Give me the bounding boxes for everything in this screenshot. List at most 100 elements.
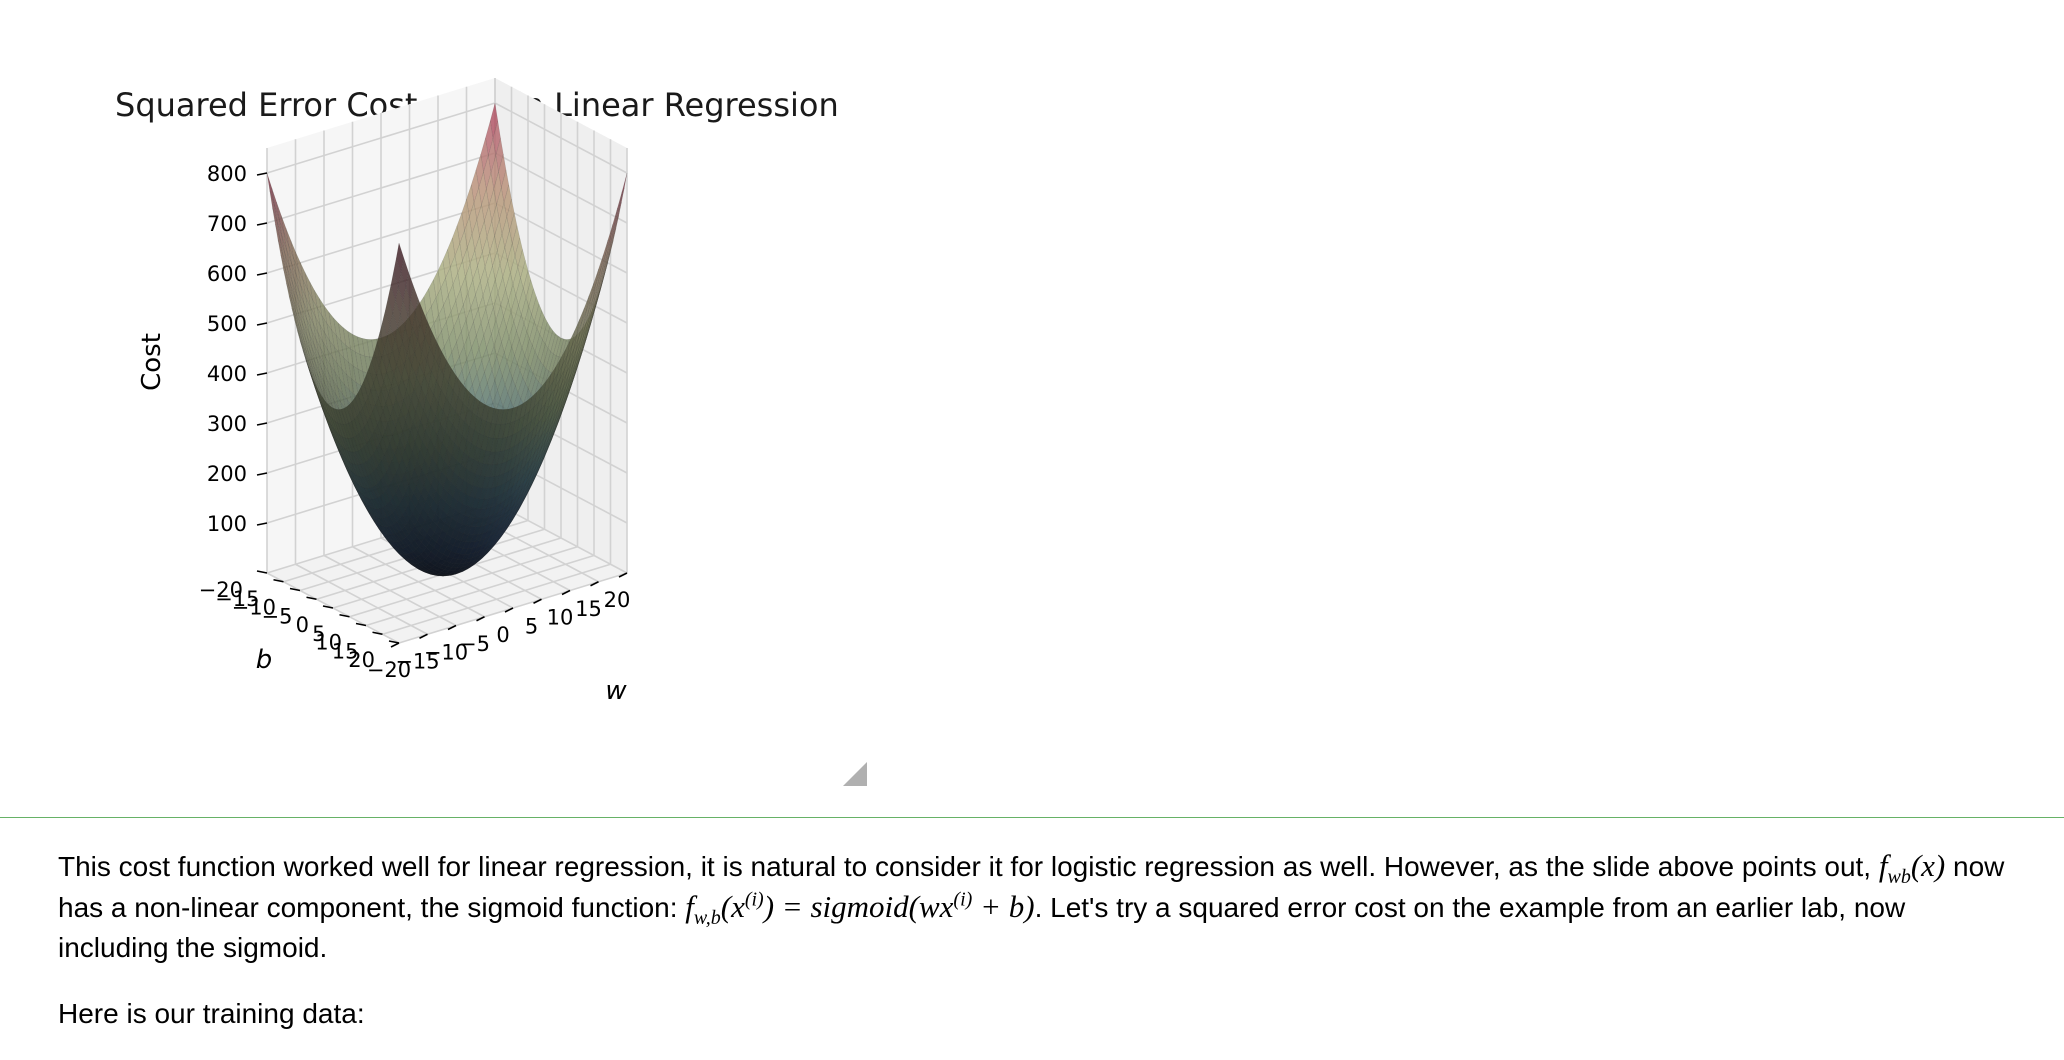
w-tick-mark [390, 642, 400, 648]
w-tick-label: 10 [547, 606, 574, 630]
surface-patch [453, 374, 462, 398]
floor-gridline-b [349, 545, 578, 618]
b-tick-mark [372, 631, 383, 636]
surface-patch [424, 320, 433, 349]
z-tick-mark [256, 522, 268, 526]
cost-surface-chart: Squared Error Cost used in Linear Regres… [115, 78, 839, 706]
surface-patch [457, 381, 466, 404]
surface-patch [434, 341, 443, 368]
b-tick-mark [322, 605, 334, 609]
surface-patch [472, 396, 481, 417]
surface-patch [500, 408, 509, 425]
paragraph-text: now has a non-linear component, the sigm… [58, 851, 2005, 923]
z-tick-mark [256, 422, 268, 426]
b-tick-mark [256, 570, 268, 574]
w-tick-mark [561, 589, 571, 596]
surface-patch [438, 350, 447, 376]
side-gridline-z [494, 102, 628, 174]
w-tick-mark [618, 572, 628, 578]
z-tick-mark [256, 472, 268, 476]
b-tick-label: 0 [296, 613, 309, 637]
w-tick-mark [447, 624, 457, 631]
resize-handle[interactable] [843, 762, 867, 786]
math-f-wb: fwb(x) [1878, 848, 1946, 889]
w-tick-mark [476, 616, 485, 622]
surface-patch [476, 400, 485, 420]
surface-patch [467, 392, 476, 413]
z-tick-label: 200 [207, 462, 247, 486]
floor-gridline-b [365, 554, 595, 627]
z-tick-mark [256, 372, 268, 376]
markdown-cell: This cost function worked well for linea… [58, 846, 2018, 1060]
b-tick-label: −20 [199, 578, 243, 602]
w-tick-mark [504, 607, 514, 613]
z-tick-label: 800 [207, 162, 247, 186]
b-tick-label: 20 [348, 648, 375, 672]
w-tick-label: 5 [525, 614, 538, 638]
paragraph-text: . Let's try a squared error cost on the … [58, 892, 1906, 963]
markdown-paragraph-1: This cost function worked well for linea… [58, 846, 2018, 968]
surface-patch [396, 242, 405, 273]
z-tick-label: 300 [207, 412, 247, 436]
w-tick-label: 15 [575, 597, 602, 621]
z-tick-label: 400 [207, 362, 247, 386]
w-tick-label: −5 [459, 632, 490, 656]
cost-surface [266, 102, 628, 577]
back-gridline-z [266, 202, 496, 274]
resize-triangle-icon [843, 762, 867, 786]
w-tick-mark [590, 581, 599, 587]
cell-divider [0, 817, 2064, 818]
surface-patch [491, 408, 500, 425]
z-axis-label: Cost [137, 333, 167, 391]
surface-patch [505, 407, 514, 425]
z-tick-mark [256, 222, 268, 226]
surface-patch [429, 331, 438, 359]
cost-surface-figure: Squared Error Cost used in Linear Regres… [0, 0, 880, 800]
surface-patch [400, 256, 409, 287]
z-tick-label: 100 [207, 512, 247, 536]
b-tick-mark [339, 613, 350, 618]
z-tick-mark [256, 272, 268, 276]
b-tick-label: 10 [315, 631, 342, 655]
surface-patch [415, 297, 424, 327]
z-tick-label: 500 [207, 312, 247, 336]
w-tick-label: 20 [604, 588, 631, 612]
b-tick-mark [388, 640, 400, 644]
w-tick-mark [533, 598, 542, 604]
b-tick-mark [306, 596, 317, 601]
w-tick-label: −20 [367, 658, 411, 682]
y-axis-label: b [256, 645, 273, 675]
paragraph-text: This cost function worked well for linea… [58, 851, 1879, 882]
w-tick-mark [419, 633, 428, 639]
x-axis-label: w [605, 676, 627, 706]
floor-gridline-b [382, 563, 611, 636]
b-tick-label: −5 [262, 604, 293, 628]
surface-patch [443, 359, 452, 384]
w-tick-label: 0 [496, 623, 509, 647]
w-tick-label: −10 [424, 641, 468, 665]
b-tick-mark [273, 578, 284, 583]
surface-patch [448, 367, 457, 392]
back-gridline-z [266, 102, 496, 174]
side-gridline-z [494, 152, 628, 224]
surface-patch [495, 408, 504, 425]
z-tick-mark [256, 322, 268, 326]
b-tick-label: 5 [312, 622, 325, 646]
b-tick-mark [355, 622, 367, 627]
surface-patch [405, 271, 414, 302]
math-sigmoid-model: fw,b(x(i)) = sigmoid(wx(i) + b) [685, 888, 1035, 930]
surface-patch [410, 284, 419, 315]
z-tick-label: 700 [207, 212, 247, 236]
z-tick-label: 600 [207, 262, 247, 286]
surface-patch [419, 309, 428, 338]
surface-patch [486, 406, 495, 424]
w-tick-label: −15 [395, 649, 439, 673]
b-tick-label: −15 [215, 587, 259, 611]
b-tick-mark [289, 587, 301, 592]
back-gridline-z [266, 152, 496, 224]
markdown-paragraph-2: Here is our training data: [58, 998, 365, 1029]
surface-patch [481, 403, 490, 422]
b-tick-label: 15 [332, 639, 359, 663]
z-tick-mark [256, 172, 268, 176]
b-tick-label: −10 [232, 596, 276, 620]
